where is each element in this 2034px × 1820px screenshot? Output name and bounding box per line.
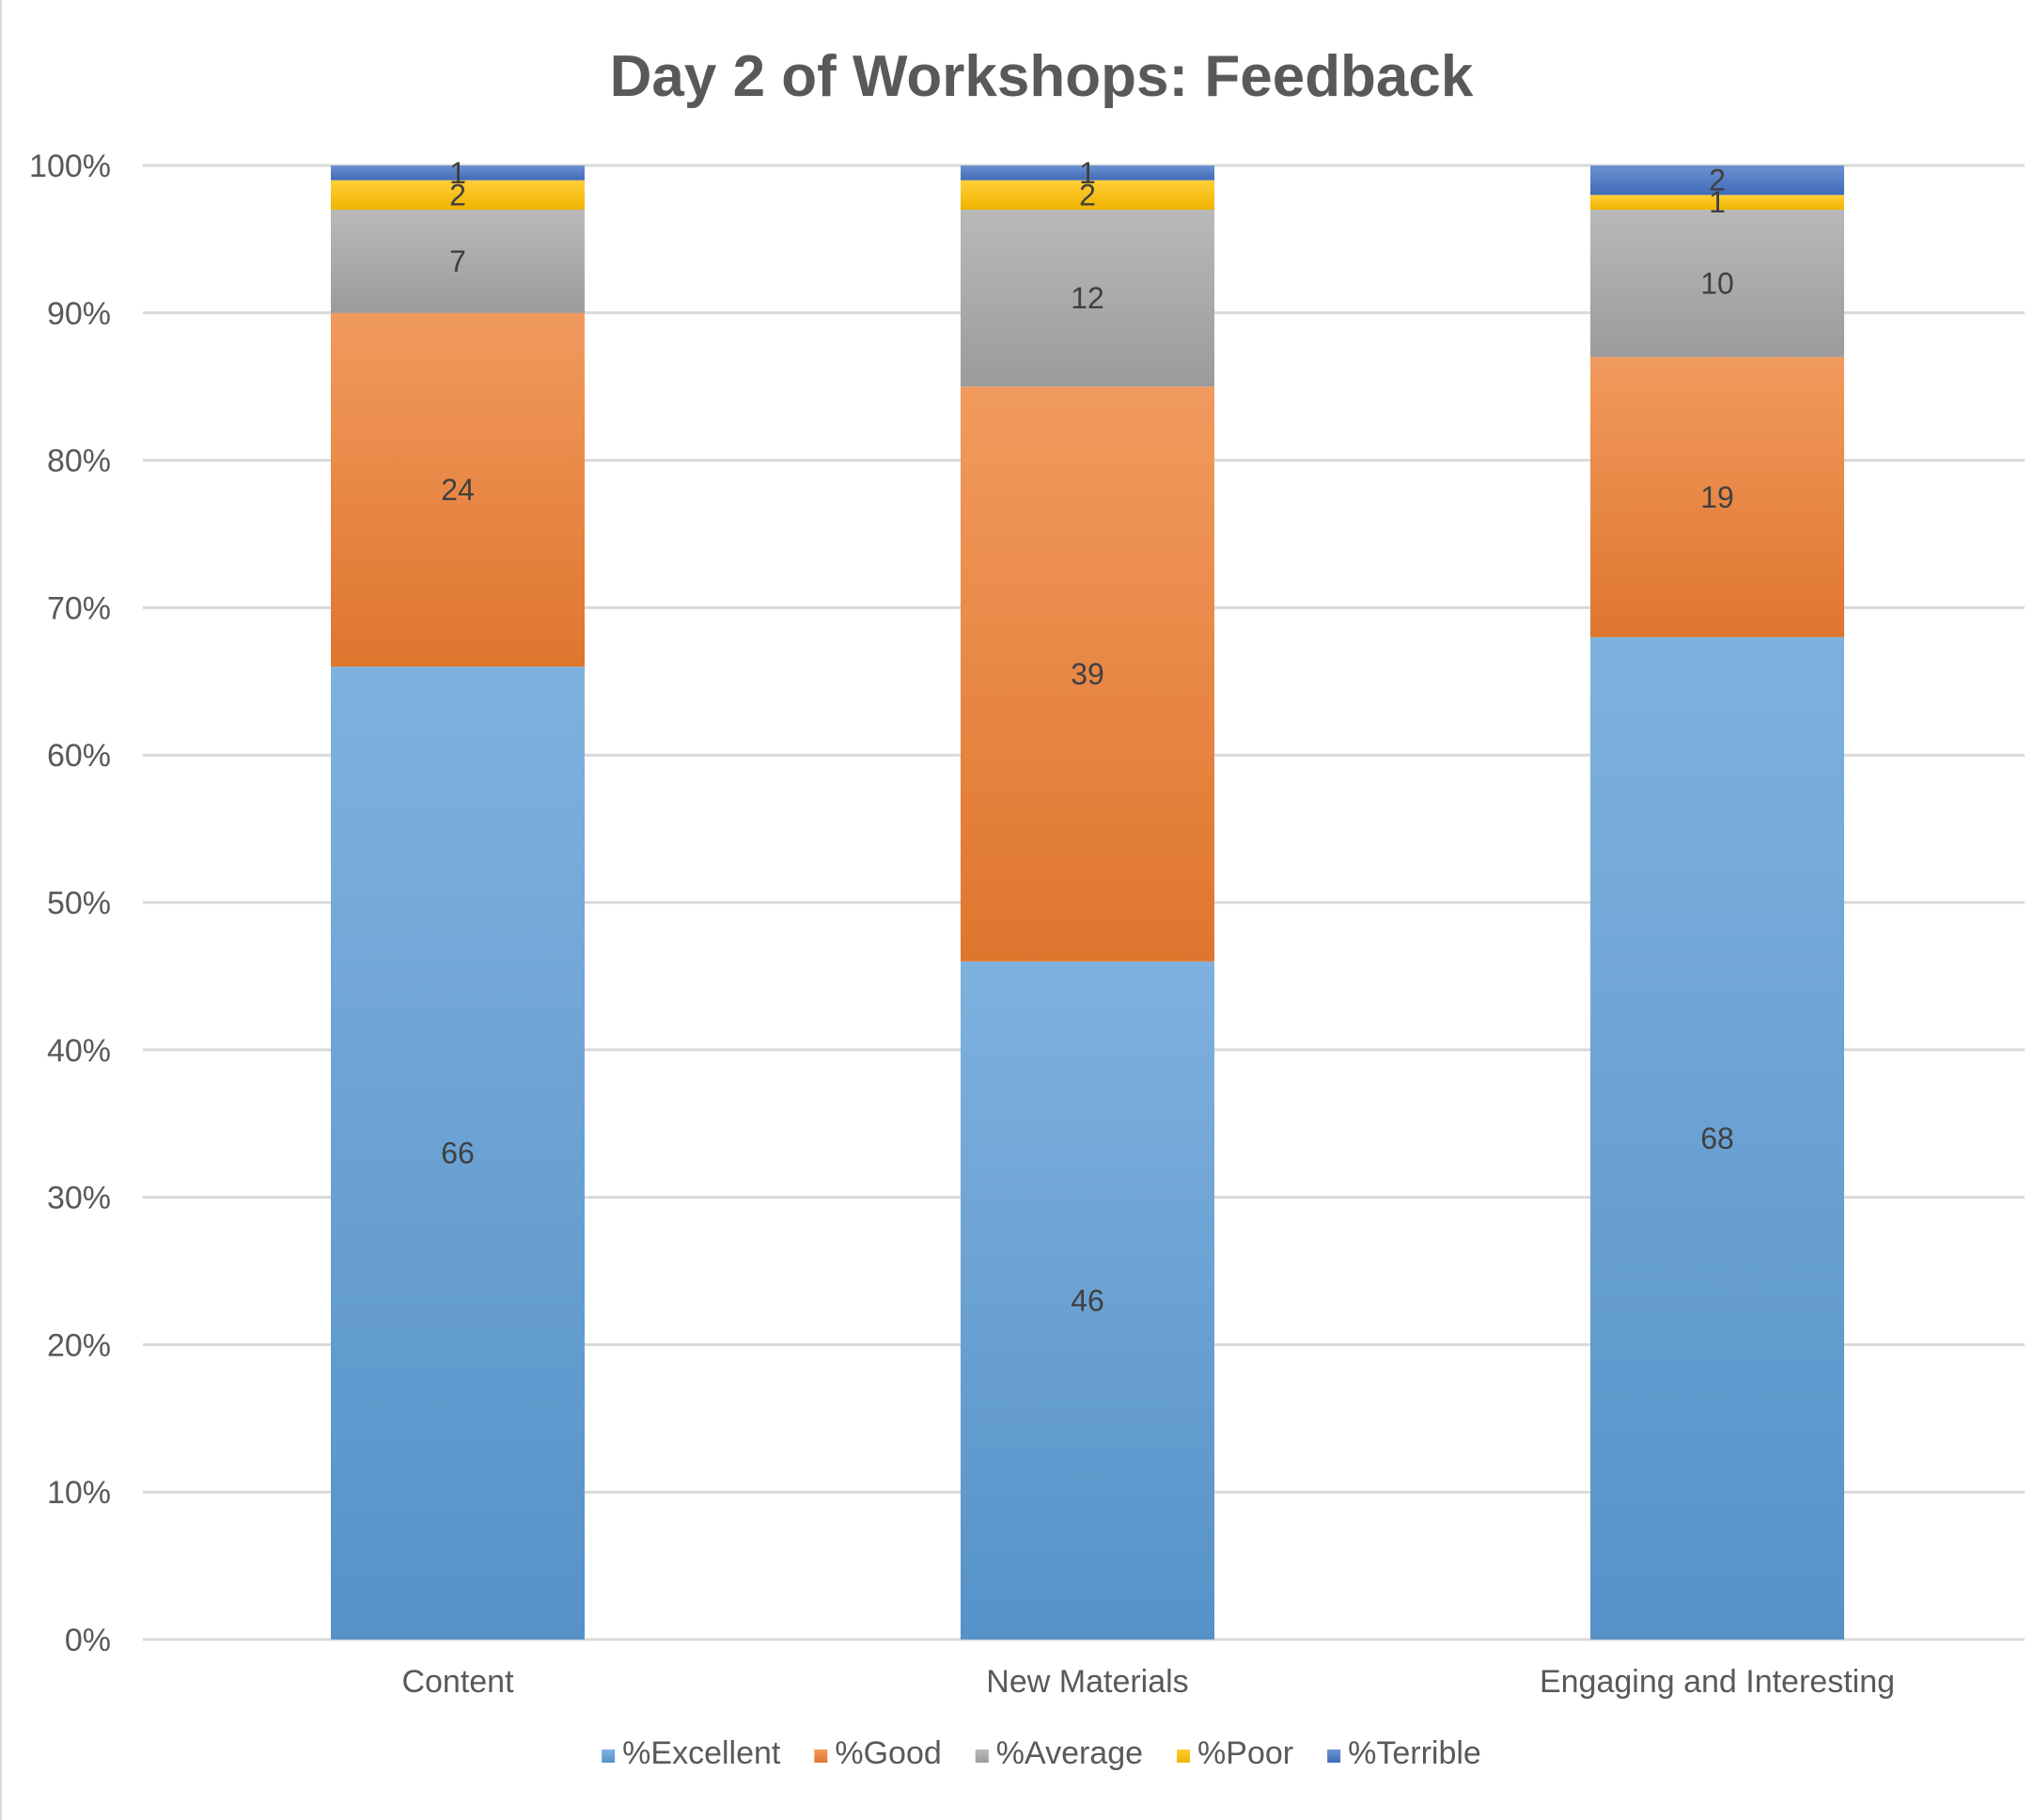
bar-segment (961, 165, 1214, 180)
x-axis-categories: Content New Materials Engaging and Interes… (401, 1664, 1895, 1700)
data-label: 12 (1071, 281, 1104, 315)
x-category-label: Content (401, 1664, 514, 1700)
data-label: 24 (441, 473, 475, 507)
bar-segment (1590, 165, 1844, 196)
data-label: 19 (1700, 480, 1734, 514)
bar-segment (961, 961, 1214, 1640)
y-tick-label: 10% (47, 1475, 111, 1511)
x-category-label: Engaging and Interesting (1540, 1664, 1895, 1700)
bar-segment (331, 210, 585, 313)
legend-label: %Terrible (1348, 1735, 1481, 1771)
y-tick-label: 30% (47, 1181, 111, 1216)
y-tick-label: 90% (47, 296, 111, 332)
y-tick-label: 60% (47, 738, 111, 774)
bar-segment (1590, 636, 1844, 1640)
legend: %Excellent %Good %Average %Poor %Terrible (602, 1735, 1481, 1771)
legend-item: %Terrible (1327, 1735, 1481, 1771)
data-label: 1 (1709, 185, 1726, 219)
bar-segment (331, 312, 585, 667)
chart-title: Day 2 of Workshops: Feedback (610, 44, 1474, 109)
data-label: 66 (441, 1137, 475, 1170)
y-tick-label: 100% (29, 149, 111, 184)
data-label: 1 (1079, 156, 1096, 190)
data-label: 2 (449, 178, 466, 212)
legend-label: %Good (835, 1735, 941, 1771)
data-label: 1 (449, 156, 466, 190)
y-tick-label: 70% (47, 590, 111, 626)
legend-swatch (602, 1749, 616, 1763)
y-tick-label: 0% (65, 1623, 111, 1658)
y-tick-label: 80% (47, 444, 111, 479)
bar-segment (961, 210, 1214, 387)
legend-label: %Excellent (622, 1735, 781, 1771)
legend-swatch (1327, 1749, 1341, 1763)
legend-item: %Excellent (602, 1735, 781, 1771)
bar-segment (961, 386, 1214, 962)
bar-segment (331, 667, 585, 1640)
y-axis-ticks: 0% 10% 20% 30% 40% 50% 60% 70% 80% 90% 100% (29, 149, 111, 1658)
legend-item: %Poor (1177, 1735, 1293, 1771)
data-label: 7 (449, 244, 466, 278)
bar-segment (1590, 195, 1844, 211)
y-tick-label: 50% (47, 886, 111, 921)
y-tick-label: 20% (47, 1327, 111, 1363)
x-category-label: New Materials (986, 1664, 1188, 1700)
bar-segment (331, 165, 585, 180)
legend-swatch (814, 1749, 828, 1763)
data-label: 2 (1079, 178, 1096, 212)
data-label: 2 (1709, 164, 1726, 197)
data-label: 10 (1700, 266, 1734, 300)
legend-item: %Good (814, 1735, 942, 1771)
bar-segment (1590, 356, 1844, 637)
data-label: 46 (1071, 1283, 1104, 1317)
legend-label: %Poor (1197, 1735, 1293, 1771)
bars (331, 165, 1844, 1640)
bar-segment (331, 180, 585, 211)
legend-label: %Average (996, 1735, 1143, 1771)
bar-segment (1590, 210, 1844, 357)
data-label: 68 (1700, 1122, 1734, 1155)
legend-item: %Average (975, 1735, 1143, 1771)
data-label: 39 (1071, 657, 1104, 691)
legend-swatch (975, 1749, 989, 1763)
bar-segment (961, 180, 1214, 211)
y-tick-label: 40% (47, 1033, 111, 1069)
legend-swatch (1177, 1749, 1191, 1763)
